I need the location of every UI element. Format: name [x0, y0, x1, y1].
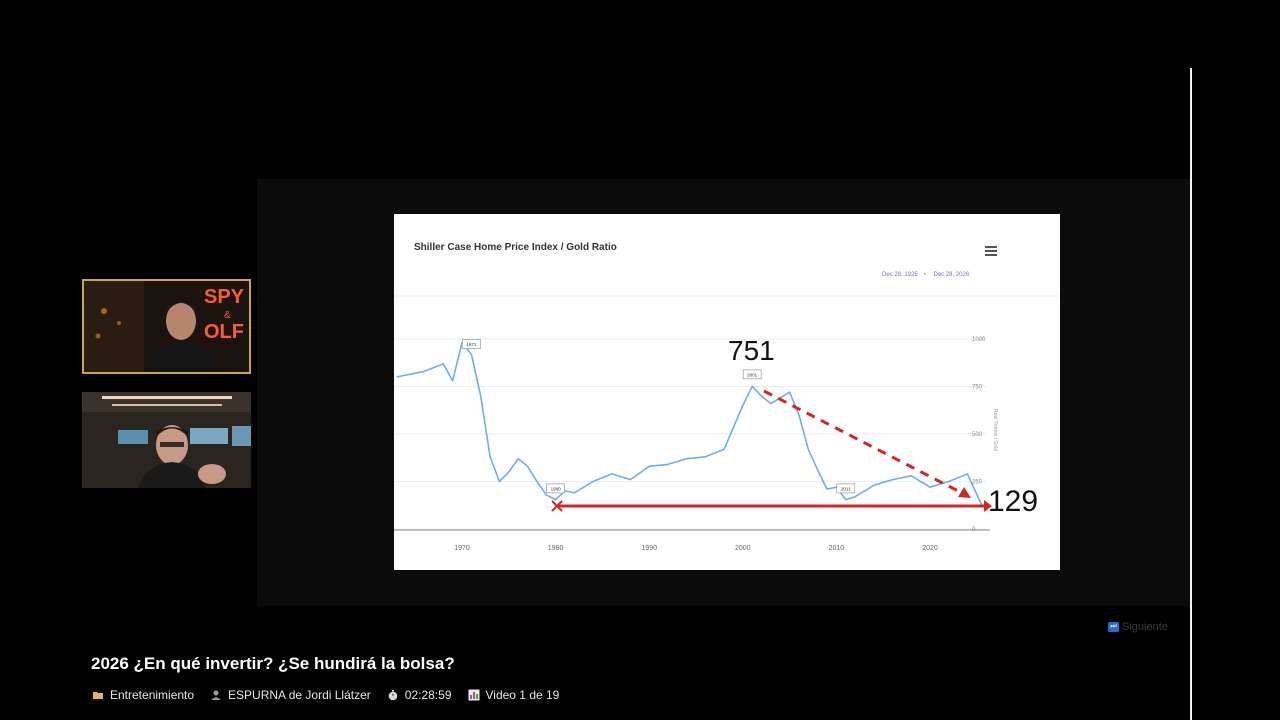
category-meta: Entretenimiento — [92, 688, 194, 702]
peak-annotation: 751 — [728, 335, 775, 366]
current-annotation: 129 — [988, 485, 1038, 518]
event-flag — [742, 369, 762, 380]
position-meta: Video 1 de 19 — [468, 688, 560, 702]
video-meta: Entretenimiento ESPURNA de Jordi Llátzer… — [92, 688, 559, 702]
event-flag-label: 2001 — [747, 372, 758, 377]
svg-text:SPY: SPY — [204, 286, 245, 308]
arrow-start-marker — [551, 500, 563, 512]
chart-title: Shiller Case Home Price Index / Gold Rat… — [414, 242, 617, 253]
event-flag-label: 1980 — [551, 486, 562, 491]
date-range: Dec 28, 1925 • Dec 28, 2026 — [882, 272, 970, 278]
hamburger-menu-icon — [985, 246, 997, 256]
sidebar-divider — [1190, 68, 1192, 720]
host-webcam-image: SPY & OLF — [84, 281, 249, 372]
x-tick-label: 2010 — [829, 545, 845, 552]
y-tick-label: 1000 — [972, 337, 986, 343]
x-tick-label: 1970 — [454, 545, 470, 552]
y-tick-label: 250 — [972, 480, 983, 486]
x-tick-label: 1990 — [641, 545, 657, 552]
svg-text:&: & — [224, 310, 231, 321]
y-axis-label: Real Tickets / Gold — [992, 409, 998, 451]
arrow-head — [984, 500, 992, 512]
x-tick-label: 1980 — [548, 545, 564, 552]
y-tick-label: 500 — [972, 432, 983, 438]
y-tick-label: 750 — [972, 385, 983, 391]
event-flag-label: 2011 — [841, 486, 851, 491]
host-webcam: SPY & OLF — [82, 279, 251, 374]
trend-dashed-arrow — [763, 389, 965, 496]
duration-meta: 02:28:59 — [387, 688, 452, 702]
x-tick-label: 2020 — [922, 545, 938, 552]
user-icon — [211, 690, 221, 700]
chart-slide: Shiller Case Home Price Index / Gold Rat… — [394, 214, 1060, 570]
range-to: Dec 28, 2026 — [933, 272, 970, 278]
event-flag — [836, 483, 856, 494]
event-flag — [462, 339, 481, 349]
next-video-link[interactable]: ⏭ Siguiente — [1108, 621, 1168, 633]
range-from: Dec 28, 1925 — [882, 272, 918, 278]
stopwatch-icon — [388, 690, 398, 701]
folder-icon — [93, 692, 103, 699]
skip-forward-icon: ⏭ — [1108, 622, 1119, 633]
trend-arrow-head — [958, 487, 971, 498]
channel-meta: ESPURNA de Jordi Llátzer — [210, 688, 371, 702]
category-label: Entretenimiento — [110, 688, 195, 702]
svg-text:OLF: OLF — [204, 321, 244, 343]
bar-chart-icon — [468, 689, 479, 701]
event-flag — [546, 483, 565, 494]
y-tick-label: 0 — [972, 527, 976, 533]
position-label: Video 1 de 19 — [485, 688, 560, 702]
x-tick-label: 2000 — [735, 545, 751, 552]
channel-label: ESPURNA de Jordi Llátzer — [228, 688, 371, 702]
guest-webcam — [82, 392, 251, 488]
price-gold-ratio-chart: 1000 750 500 250 0 Real Tickets / Gold 1970 198… — [394, 295, 1060, 552]
event-flag-label: 1971 — [466, 342, 477, 347]
guest-webcam-image — [82, 392, 251, 488]
video-title: 2026 ¿En qué invertir? ¿Se hundirá la bo… — [91, 654, 455, 673]
next-label: Siguiente — [1122, 621, 1168, 633]
duration-label: 02:28:59 — [404, 688, 452, 702]
series-line — [396, 342, 983, 505]
